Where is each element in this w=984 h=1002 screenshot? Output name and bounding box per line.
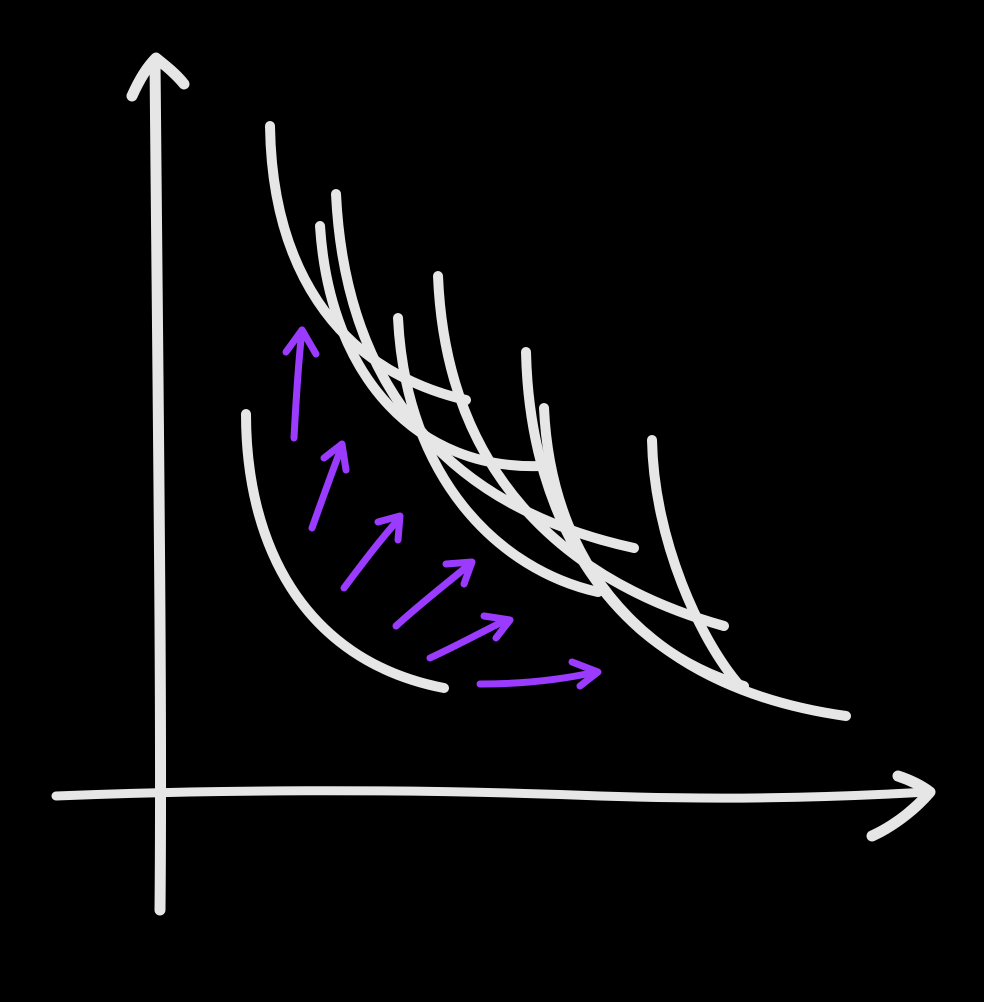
- arrow-6-shaft: [476, 668, 600, 688]
- arrow-5-shaft: [426, 616, 510, 662]
- arrow-6-head: [568, 658, 602, 690]
- arrow-1-head: [282, 326, 320, 358]
- y-axis-line: [149, 54, 167, 916]
- arrow-1: [282, 326, 320, 442]
- x-axis-line: [51, 786, 933, 803]
- indifference-curve-8: [539, 403, 851, 721]
- indifference-curve-9: [647, 435, 745, 691]
- arrow-3-shaft: [340, 516, 402, 592]
- y-axis-arrowhead: [126, 52, 190, 102]
- arrow-1-shaft: [290, 326, 306, 442]
- arrow-4-shaft: [392, 560, 474, 630]
- indifference-curves: [241, 121, 851, 721]
- x-axis: [51, 770, 936, 842]
- arrow-2-shaft: [308, 442, 346, 532]
- indifference-curve-2: [265, 121, 471, 405]
- arrow-6: [476, 658, 602, 690]
- arrow-4-head: [442, 558, 476, 588]
- x-axis-arrowhead: [866, 770, 936, 842]
- indifference-curve-6: [433, 271, 729, 631]
- shift-arrows: [282, 326, 602, 690]
- arrow-5-head: [480, 612, 514, 642]
- y-axis: [126, 52, 190, 916]
- arrow-5: [426, 612, 514, 662]
- arrow-3-head: [374, 512, 404, 544]
- indifference-curve-1: [241, 409, 449, 693]
- indifference-curve-3: [315, 221, 545, 472]
- arrow-2-head: [320, 440, 350, 474]
- arrow-4: [392, 558, 476, 630]
- arrow-2: [308, 440, 350, 532]
- arrow-3: [340, 512, 404, 592]
- indifference-curve-5: [393, 313, 603, 597]
- indifference-curve-4: [331, 189, 639, 553]
